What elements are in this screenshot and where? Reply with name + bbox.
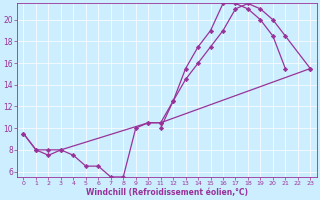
X-axis label: Windchill (Refroidissement éolien,°C): Windchill (Refroidissement éolien,°C) bbox=[86, 188, 248, 197]
